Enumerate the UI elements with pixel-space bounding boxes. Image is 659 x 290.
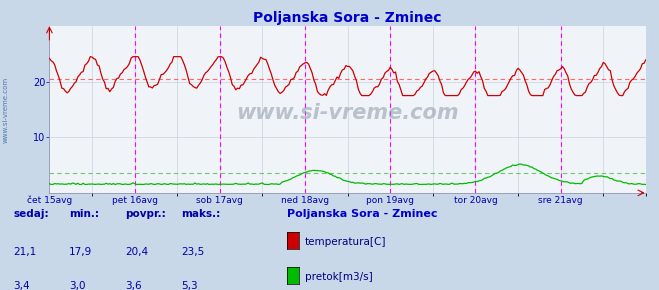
Text: temperatura[C]: temperatura[C] — [305, 237, 387, 247]
Text: 20,4: 20,4 — [125, 246, 148, 256]
Text: 17,9: 17,9 — [69, 246, 92, 256]
Text: 23,5: 23,5 — [181, 246, 204, 256]
Text: 21,1: 21,1 — [13, 246, 36, 256]
Text: Poljanska Sora - Zminec: Poljanska Sora - Zminec — [287, 209, 437, 219]
Text: maks.:: maks.: — [181, 209, 221, 219]
Text: 3,4: 3,4 — [13, 281, 30, 290]
Text: min.:: min.: — [69, 209, 100, 219]
Text: www.si-vreme.com: www.si-vreme.com — [2, 77, 9, 143]
Text: povpr.:: povpr.: — [125, 209, 166, 219]
Text: www.si-vreme.com: www.si-vreme.com — [237, 103, 459, 123]
Text: 5,3: 5,3 — [181, 281, 198, 290]
Title: Poljanska Sora - Zminec: Poljanska Sora - Zminec — [253, 11, 442, 25]
Text: pretok[m3/s]: pretok[m3/s] — [305, 272, 373, 282]
Text: 3,0: 3,0 — [69, 281, 86, 290]
Text: 3,6: 3,6 — [125, 281, 142, 290]
Text: sedaj:: sedaj: — [13, 209, 49, 219]
